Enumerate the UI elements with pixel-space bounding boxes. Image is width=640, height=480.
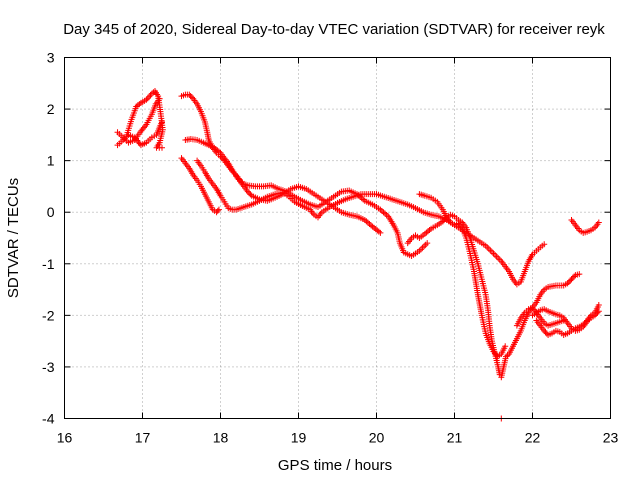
- data-point: [487, 247, 494, 254]
- data-point: [422, 241, 429, 248]
- y-tick-label: 3: [47, 50, 55, 66]
- data-point: [455, 220, 462, 227]
- x-tick-label: 16: [57, 430, 73, 446]
- y-tick-label: -2: [42, 307, 55, 323]
- data-point: [186, 91, 193, 98]
- data-point: [188, 94, 195, 101]
- x-axis-label: GPS time / hours: [278, 457, 392, 474]
- series-track-l: [529, 306, 602, 334]
- data-point: [378, 207, 385, 214]
- data-point: [595, 302, 602, 309]
- data-point: [564, 280, 571, 287]
- data-point: [571, 273, 578, 280]
- y-tick-label: 1: [47, 153, 55, 169]
- data-point: [421, 243, 428, 250]
- data-point: [146, 93, 153, 100]
- data-point: [495, 255, 502, 262]
- series-track-h: [404, 211, 567, 381]
- series-track-m: [568, 216, 602, 236]
- data-point: [565, 279, 572, 286]
- data-point: [246, 189, 253, 196]
- grid-lines: [64, 57, 611, 419]
- data-point: [595, 308, 602, 315]
- x-tick-label: 21: [447, 430, 463, 446]
- chart-title: Day 345 of 2020, Sidereal Day-to-day VTE…: [63, 21, 605, 38]
- data-point: [215, 206, 222, 213]
- data-point: [591, 312, 598, 319]
- data-point: [441, 217, 448, 224]
- data-markers: [114, 88, 602, 422]
- y-axis-label: SDTVAR / TECUs: [5, 178, 22, 298]
- x-tick-label: 22: [525, 430, 541, 446]
- data-point: [458, 223, 464, 230]
- data-point: [419, 244, 426, 251]
- x-tick-label: 20: [369, 430, 385, 446]
- series-track-d: [178, 91, 431, 260]
- y-tick-label: 2: [47, 101, 55, 117]
- data-point: [541, 327, 548, 334]
- x-tick-label: 17: [135, 430, 151, 446]
- data-point: [541, 241, 548, 248]
- series-track-j: [513, 271, 583, 329]
- x-tick-label: 19: [291, 430, 307, 446]
- x-tick-label: 18: [213, 430, 229, 446]
- series-track-g: [182, 135, 384, 236]
- data-point: [159, 144, 165, 151]
- data-point: [593, 310, 600, 317]
- data-point: [496, 256, 503, 263]
- data-point: [383, 211, 390, 218]
- data-point: [358, 195, 365, 202]
- series-track-i: [416, 191, 509, 360]
- data-point: [247, 191, 254, 198]
- data-point: [488, 248, 495, 255]
- series-track-b: [114, 95, 163, 146]
- data-point: [424, 240, 431, 247]
- data-point: [456, 221, 463, 228]
- data-point: [594, 309, 601, 316]
- data-point: [490, 250, 497, 257]
- plot-frame: [64, 57, 611, 419]
- x-tick-label: 23: [603, 430, 619, 446]
- data-point: [485, 245, 492, 252]
- data-point: [502, 343, 509, 350]
- data-point: [417, 246, 424, 253]
- data-point: [542, 329, 549, 336]
- data-point: [595, 219, 602, 226]
- y-tick-label: 0: [47, 204, 55, 220]
- data-point: [492, 252, 499, 259]
- y-tick-label: -1: [42, 256, 55, 272]
- y-tick-label: -3: [42, 359, 55, 375]
- data-point: [382, 210, 389, 217]
- data-point: [214, 207, 221, 214]
- data-point: [567, 277, 574, 284]
- data-point: [366, 220, 373, 227]
- y-tick-label: -4: [42, 411, 55, 427]
- data-point: [543, 330, 550, 337]
- data-point: [568, 276, 575, 283]
- data-point: [147, 92, 154, 99]
- series-track-c: [123, 88, 166, 151]
- data-point: [576, 271, 583, 278]
- data-point: [493, 253, 500, 260]
- data-point: [187, 93, 194, 100]
- data-point: [439, 218, 446, 225]
- data-point: [380, 209, 387, 216]
- data-point: [569, 274, 576, 281]
- data-point: [377, 229, 384, 236]
- data-point: [484, 244, 491, 251]
- series-track-e: [178, 155, 222, 216]
- data-point: [244, 188, 251, 195]
- data-point: [364, 219, 371, 226]
